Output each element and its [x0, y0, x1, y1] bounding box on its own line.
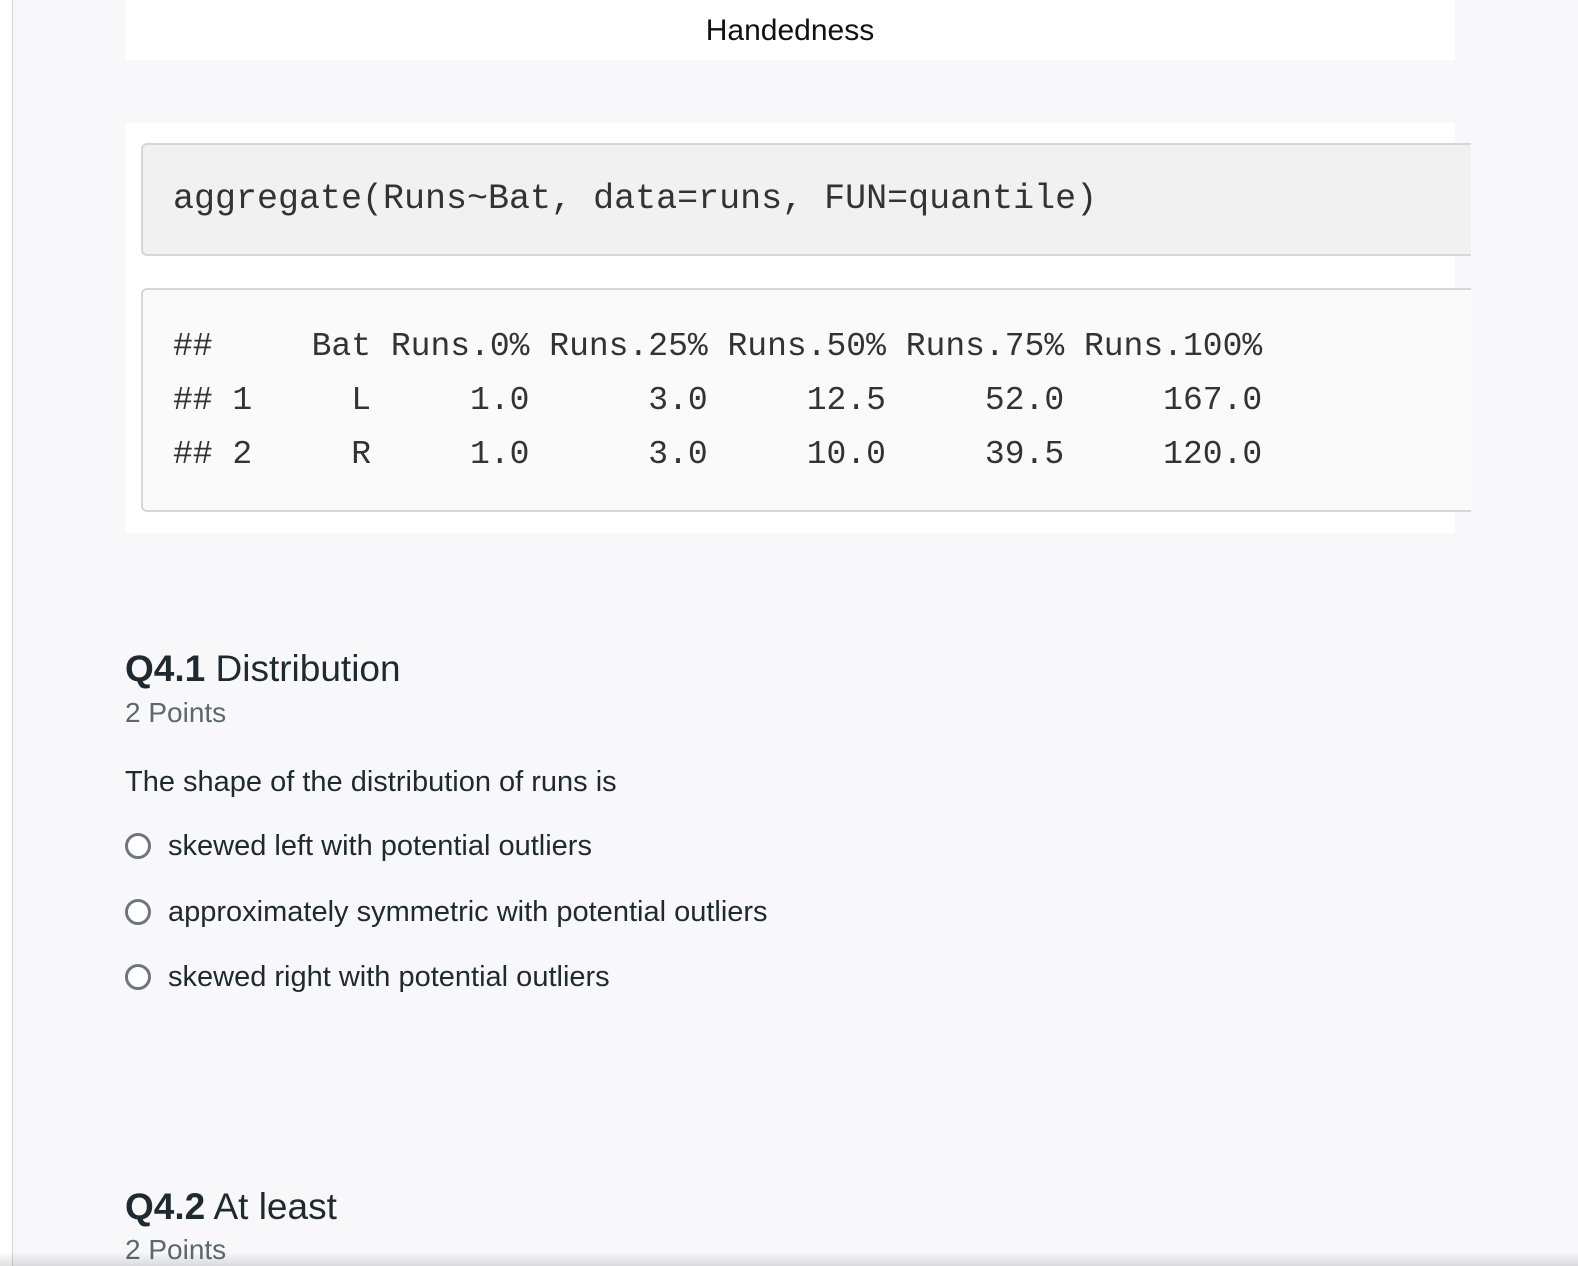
output-row-line: ## 2 R 1.0 3.0 10.0 39.5 120.0 — [173, 436, 1263, 473]
question-number: Q4.2 — [125, 1186, 206, 1227]
option-label[interactable]: approximately symmetric with potential o… — [168, 895, 768, 928]
question-title: Q4.1 Distribution — [125, 648, 401, 690]
figure-bottom-strip: Handedness — [125, 0, 1455, 60]
output-row-line: ## 1 L 1.0 3.0 12.5 52.0 167.0 — [173, 382, 1263, 419]
question-number: Q4.1 — [125, 648, 206, 689]
question-points: 2 Points — [125, 1234, 227, 1265]
question-prompt: The shape of the distribution of runs is — [125, 766, 617, 798]
r-code-image: aggregate(Runs~Bat, data=runs, FUN=quant… — [125, 123, 1471, 533]
question-heading: Distribution — [215, 648, 401, 689]
question-heading: At least — [213, 1186, 337, 1227]
radio-button[interactable] — [125, 964, 151, 990]
question-title: Q4.2 At least — [125, 1186, 337, 1228]
answer-option[interactable]: skewed left with potential outliers — [125, 828, 592, 864]
code-input-text: aggregate(Runs~Bat, data=runs, FUN=quant… — [173, 179, 1098, 219]
option-label[interactable]: skewed right with potential outliers — [168, 960, 610, 993]
viewport-bottom-shadow — [0, 1252, 1578, 1266]
left-page-border — [0, 0, 13, 1266]
answer-option[interactable]: skewed right with potential outliers — [125, 959, 610, 995]
radio-button[interactable] — [125, 833, 151, 859]
question-points: 2 Points — [125, 697, 227, 728]
radio-button[interactable] — [125, 899, 151, 925]
code-output-block: ## Bat Runs.0% Runs.25% Runs.50% Runs.75… — [141, 288, 1471, 512]
answer-option[interactable]: approximately symmetric with potential o… — [125, 894, 768, 930]
figure-x-axis-label: Handedness — [705, 14, 875, 47]
output-header-line: ## Bat Runs.0% Runs.25% Runs.50% Runs.75… — [173, 328, 1263, 365]
code-input-block: aggregate(Runs~Bat, data=runs, FUN=quant… — [141, 143, 1471, 256]
option-label[interactable]: skewed left with potential outliers — [168, 829, 592, 862]
